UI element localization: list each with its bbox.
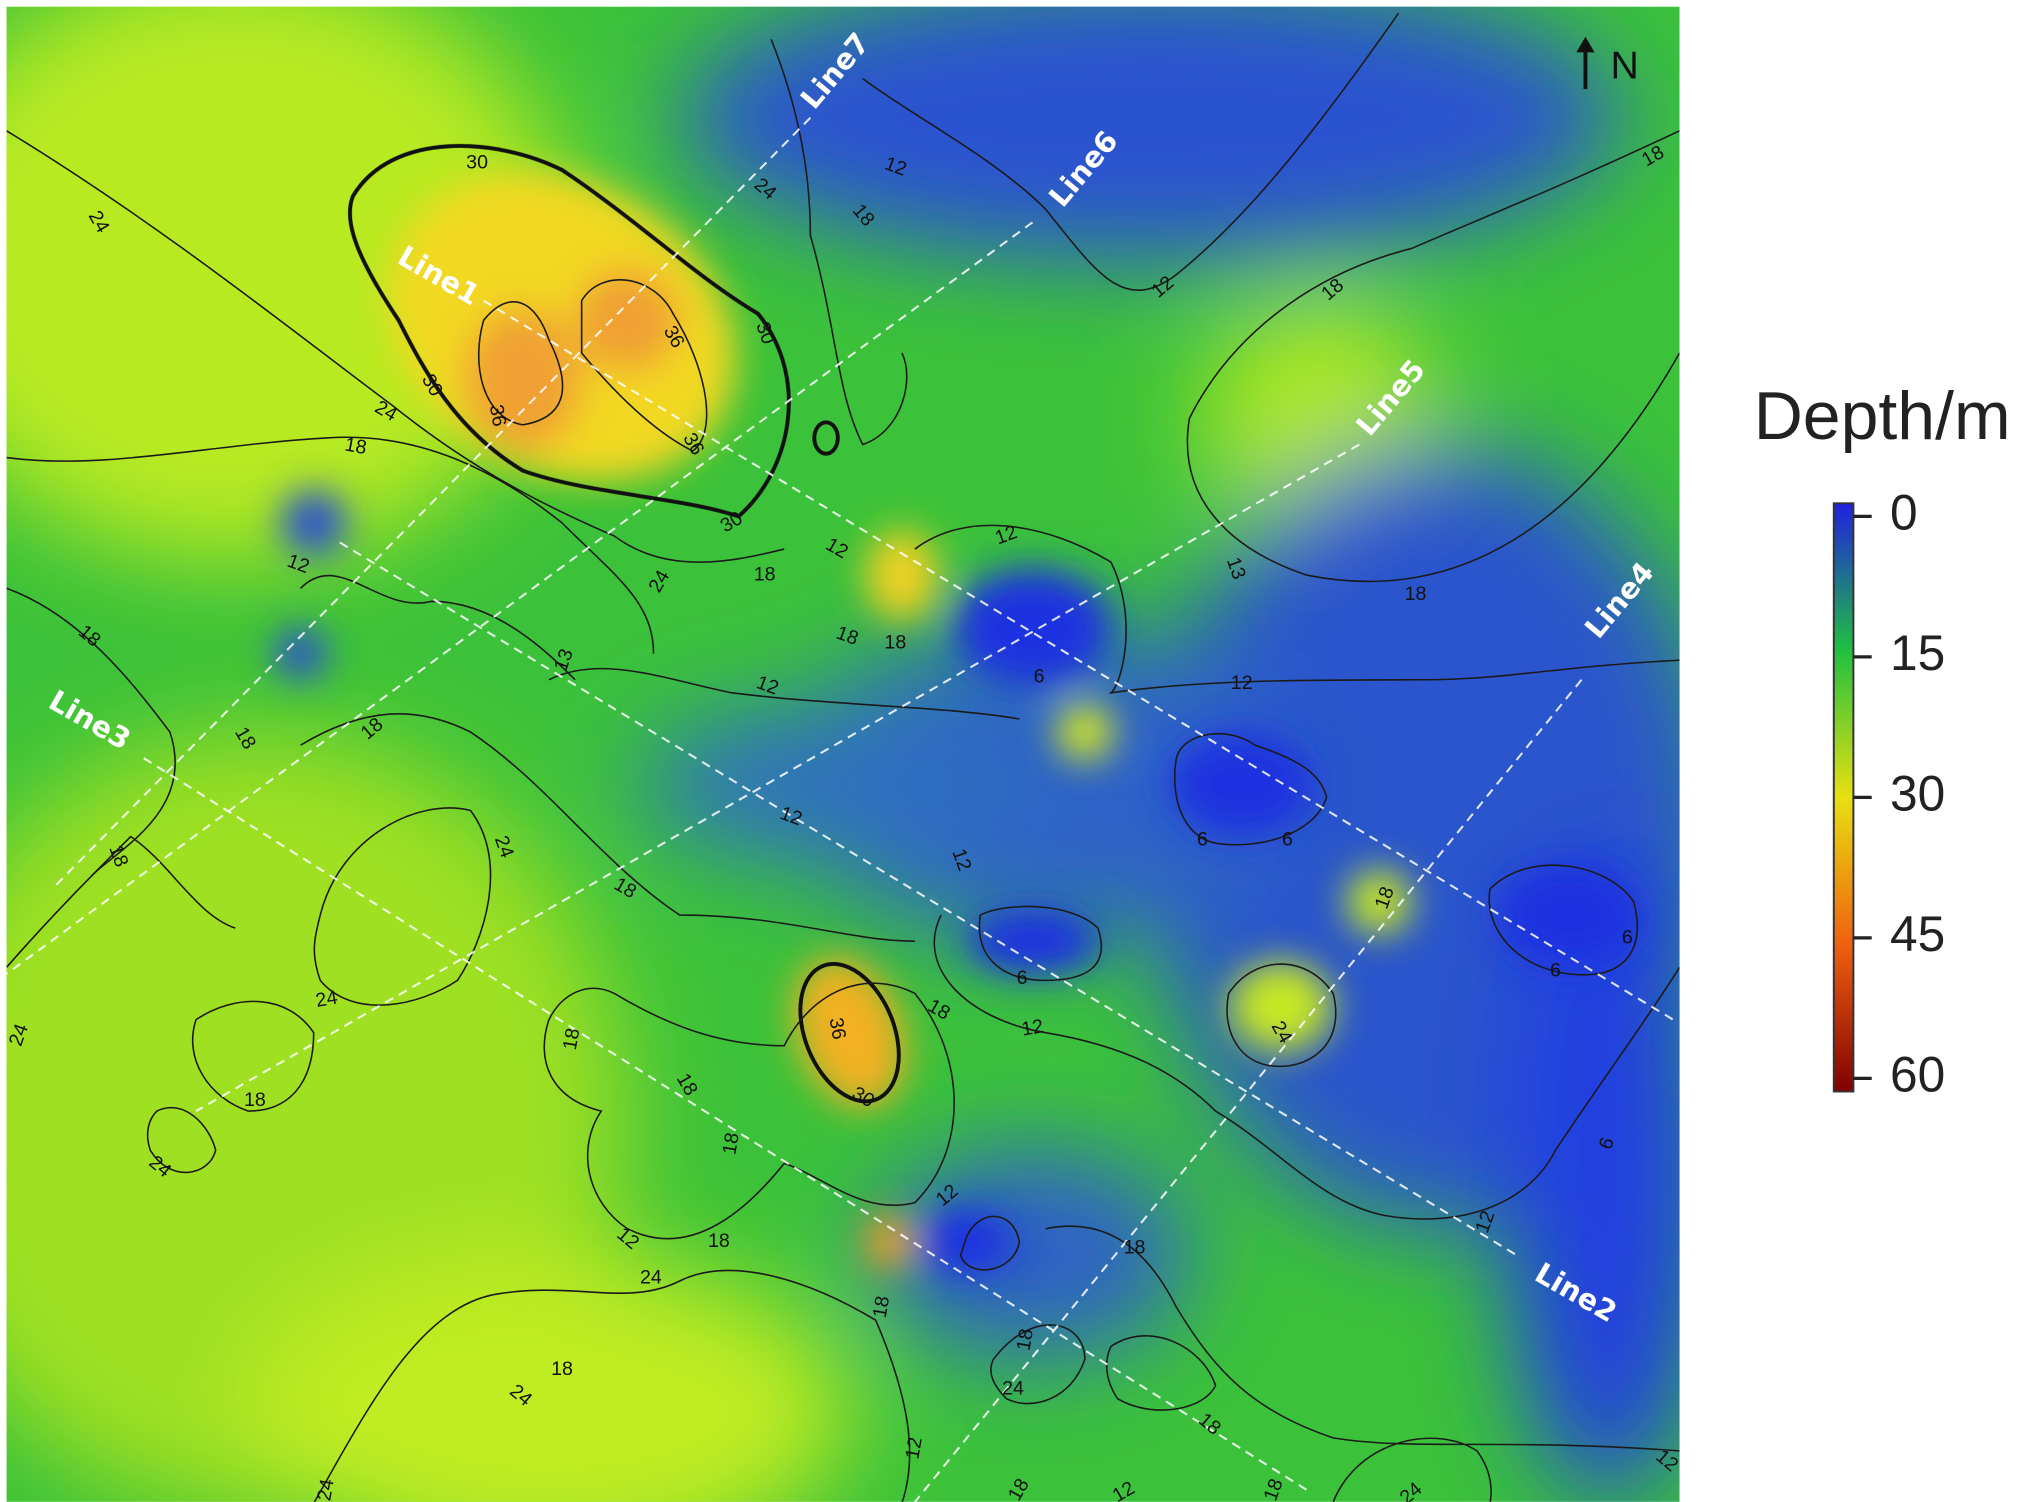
contour-label: 24 xyxy=(314,986,339,1011)
contour-label: 18 xyxy=(343,434,368,459)
contour-label: 18 xyxy=(244,1089,266,1111)
contour-label: 12 xyxy=(901,1436,926,1461)
contour-label: 18 xyxy=(869,1294,894,1319)
contour-label: 18 xyxy=(718,1131,743,1156)
contour-label: 24 xyxy=(1002,1378,1024,1400)
colorbar: 0 15 30 45 60 xyxy=(1832,485,1945,1103)
colorbar-tick-label: 30 xyxy=(1890,766,1945,822)
contour-label: 6 xyxy=(1282,829,1293,851)
contour-label: 36 xyxy=(485,403,510,428)
colorbar-tick-label: 60 xyxy=(1890,1047,1945,1103)
north-arrow: N xyxy=(1576,36,1639,89)
contour-label: 18 xyxy=(559,1026,584,1051)
contour-label: 24 xyxy=(640,1267,662,1289)
contour-label: 6 xyxy=(1197,829,1208,851)
colorbar-tick-label: 15 xyxy=(1890,625,1945,681)
colorbar-bar xyxy=(1832,502,1855,1093)
contour-label: 18 xyxy=(1012,1327,1037,1352)
contour-label: 30 xyxy=(466,152,488,174)
contour-label: 6 xyxy=(1017,967,1028,989)
contour-label: 12 xyxy=(1231,672,1253,694)
north-label: N xyxy=(1611,44,1639,87)
contour-label: 6 xyxy=(1622,927,1633,949)
contour-label: 18 xyxy=(754,563,776,585)
contour-label: 18 xyxy=(708,1230,730,1252)
contour-label: 18 xyxy=(1124,1237,1146,1259)
contour-label: 18 xyxy=(551,1358,573,1380)
colorbar-tick-label: 45 xyxy=(1890,906,1945,962)
survey-lines xyxy=(6,117,1674,1502)
colorbar-title: Depth/m xyxy=(1754,378,2011,454)
contour-label: 6 xyxy=(1550,959,1561,981)
colorbar-tick-label: 0 xyxy=(1890,485,1918,541)
contour-label: 36 xyxy=(825,1016,850,1041)
contour-label: 18 xyxy=(884,631,906,653)
contour-label: 24 xyxy=(313,1477,338,1502)
contour-label: 6 xyxy=(1034,665,1045,687)
contour-label: 12 xyxy=(1020,1015,1045,1040)
contour-label: 18 xyxy=(1405,583,1427,605)
